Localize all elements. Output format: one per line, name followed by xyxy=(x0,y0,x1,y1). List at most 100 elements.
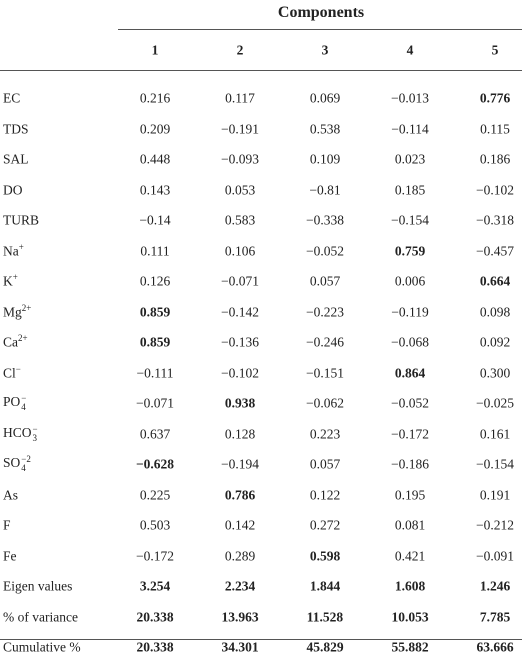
cell: 45.829 xyxy=(306,639,344,654)
cell: 3.254 xyxy=(139,578,171,594)
label-base: EC xyxy=(3,90,21,106)
cell: 0.272 xyxy=(309,517,341,533)
cell: 0.209 xyxy=(139,120,171,136)
cell: −0.81 xyxy=(309,181,341,197)
cell: 0.225 xyxy=(139,486,171,502)
cell: 0.864 xyxy=(394,364,426,380)
label-sup: − xyxy=(21,393,27,403)
label-base: As xyxy=(3,486,19,502)
label-sub: 4 xyxy=(21,402,26,412)
cell: 0.142 xyxy=(224,517,256,533)
cell: 1.608 xyxy=(394,578,426,594)
cell: 0.092 xyxy=(479,334,511,350)
cell: 0.598 xyxy=(309,547,341,563)
cell: 0.161 xyxy=(479,425,511,441)
row-label: PO −4 xyxy=(3,394,26,412)
cell: −0.071 xyxy=(221,273,259,289)
label-base: SAL xyxy=(3,151,29,167)
cell: 0.109 xyxy=(309,151,341,167)
cell: 0.195 xyxy=(394,486,426,502)
cell: 63.666 xyxy=(476,639,514,654)
row-label: EC xyxy=(3,91,20,105)
label-scripts: −3 xyxy=(33,424,38,443)
cell: −0.194 xyxy=(221,456,259,472)
cell: 0.117 xyxy=(225,90,255,106)
cell: 0.143 xyxy=(139,181,171,197)
label-base: HCO xyxy=(3,424,32,440)
label-sup: 2+ xyxy=(21,302,32,313)
row-label: TURB xyxy=(3,213,39,227)
cell: −0.457 xyxy=(476,242,514,258)
label-sup: + xyxy=(12,271,18,282)
header-rule xyxy=(118,29,522,30)
row-label: Fe xyxy=(3,549,17,563)
column-header: 5 xyxy=(491,42,499,58)
cell: 34.301 xyxy=(221,639,259,654)
cell: 0.664 xyxy=(479,273,511,289)
cell: 0.859 xyxy=(139,303,171,319)
cell: 0.006 xyxy=(394,273,426,289)
label-base: DO xyxy=(3,181,23,197)
label-sup: 2+ xyxy=(18,332,28,343)
cell: −0.052 xyxy=(306,242,344,258)
cell: 0.776 xyxy=(479,90,511,106)
cell: 0.122 xyxy=(309,486,341,502)
cell: −0.091 xyxy=(476,547,514,563)
cell: 0.069 xyxy=(309,90,341,106)
row-label: Mg2+ xyxy=(3,302,32,319)
cell: 20.338 xyxy=(136,608,174,624)
cell: −0.013 xyxy=(391,90,429,106)
cell: 0.053 xyxy=(224,181,256,197)
cell: 7.785 xyxy=(479,608,511,624)
cell: 0.503 xyxy=(139,517,171,533)
cell: −0.114 xyxy=(391,120,429,136)
label-base: TURB xyxy=(3,212,40,228)
cell: 0.421 xyxy=(394,547,426,563)
cell: −0.628 xyxy=(135,456,175,472)
cell: 0.216 xyxy=(139,90,171,106)
cell: 2.234 xyxy=(224,578,256,594)
row-label: SO −2 4 xyxy=(3,455,31,473)
cell: −0.136 xyxy=(221,334,259,350)
cell: −0.212 xyxy=(476,517,514,533)
column-header: 1 xyxy=(151,42,159,58)
cell: 0.289 xyxy=(224,547,256,563)
cell: 0.057 xyxy=(309,273,341,289)
cell: 0.191 xyxy=(479,486,511,502)
row-label: Cumulative % xyxy=(3,640,81,654)
cell: 55.882 xyxy=(391,639,429,654)
cell: −0.142 xyxy=(221,303,259,319)
cell: −0.154 xyxy=(391,212,429,228)
cell: 1.246 xyxy=(479,578,511,594)
cell: 0.023 xyxy=(394,151,426,167)
cell: 0.759 xyxy=(394,242,426,258)
label-base: Eigen values xyxy=(3,578,73,594)
label-base: F xyxy=(3,517,11,533)
label-sup: + xyxy=(18,241,24,252)
cell: 0.081 xyxy=(394,517,426,533)
row-label: F xyxy=(3,518,11,532)
cell: 0.186 xyxy=(479,151,511,167)
cell: −0.071 xyxy=(136,395,174,411)
label-base: PO xyxy=(3,394,21,410)
cell: 0.126 xyxy=(139,273,171,289)
row-label: Eigen values xyxy=(3,579,72,593)
cell: 1.844 xyxy=(309,578,341,594)
label-base: Mg xyxy=(3,303,22,319)
cell: 0.185 xyxy=(394,181,426,197)
row-label: DO xyxy=(3,183,23,197)
label-sup: −2 xyxy=(21,454,31,464)
cell: 0.223 xyxy=(309,425,341,441)
label-base: Fe xyxy=(3,547,17,563)
cell: −0.068 xyxy=(391,334,429,350)
cell: 0.128 xyxy=(224,425,256,441)
cell: −0.172 xyxy=(136,547,174,563)
cell: 0.098 xyxy=(479,303,511,319)
row-label: As xyxy=(3,488,18,502)
cell: −0.338 xyxy=(306,212,344,228)
cell: 0.938 xyxy=(224,395,256,411)
label-base: TDS xyxy=(3,120,29,136)
cell: −0.223 xyxy=(306,303,344,319)
label-scripts: −4 xyxy=(21,394,26,412)
